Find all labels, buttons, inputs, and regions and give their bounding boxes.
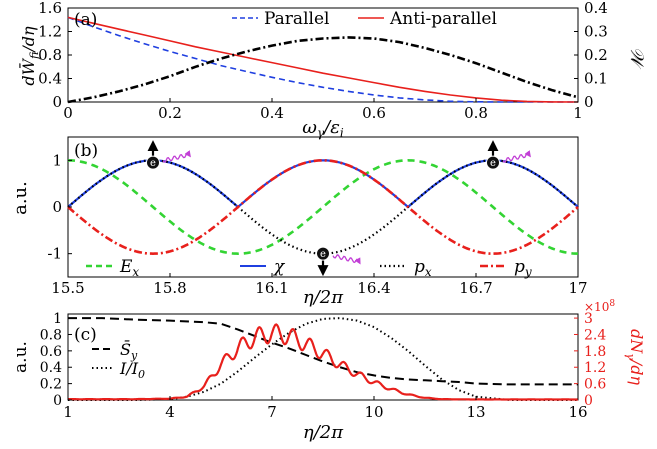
panel-b-series-0 xyxy=(67,158,579,256)
panel-c-ytick-right-label: 1.8 xyxy=(584,344,606,360)
panel-c-ytick-left-label: 1 xyxy=(53,311,62,327)
panel-a-xtick-label: 0 xyxy=(63,104,73,122)
electron-0: e xyxy=(146,140,191,170)
panel-c-ytick-right-label: 0 xyxy=(584,393,593,409)
panel-c-series-1 xyxy=(68,317,578,401)
panel-b: 15.5 15.8 16.1 16.4 16.7 17-101 eee (b) a.u. … xyxy=(10,136,588,308)
electron-icon xyxy=(146,155,160,170)
panel-a-ticks: 0 0.2 0.4 0.6 0.8 100.40.81.21.600.10.20.30.4 xyxy=(38,0,608,122)
panel-a-label: (a) xyxy=(74,10,97,30)
panel-a-xtick-label: 0.8 xyxy=(464,104,488,122)
panel-b-xtick-label: 16.4 xyxy=(357,279,390,297)
panel-c-ytick-right-label: 2.4 xyxy=(584,327,606,343)
panel-c-xtick-label: 13 xyxy=(466,403,485,421)
legend-parallel-label: Parallel xyxy=(264,9,329,29)
panel-a-ylabel-left: dW̄fi/dη xyxy=(17,26,41,86)
panel-b-series-2 xyxy=(67,159,579,255)
panel-a-ytick-right-label: 0.4 xyxy=(584,0,608,17)
panel-a-xtick-label: 0.2 xyxy=(158,104,182,122)
panel-a-legend: Parallel Anti-parallel xyxy=(232,9,497,29)
legend-py-label: py xyxy=(514,257,532,279)
panel-b-ytick-label: -1 xyxy=(47,245,62,263)
panel-b-xtick-label: 15.5 xyxy=(51,279,84,297)
legend-intensity-label: I/I0 xyxy=(119,359,145,381)
panel-c-ylabel-left: a.u. xyxy=(11,341,31,373)
panel-a-series xyxy=(67,16,579,104)
panel-b-ticks: 15.5 15.8 16.1 16.4 16.7 17 -1 0 1 xyxy=(47,151,587,297)
panel-c-label: (c) xyxy=(74,325,97,345)
panel-b-ylabel: a.u. xyxy=(10,181,31,215)
panel-b-label: (b) xyxy=(74,141,98,161)
panel-c-xtick-label: 4 xyxy=(165,403,175,421)
electron-icon xyxy=(316,246,330,261)
panel-a-series-0 xyxy=(67,16,578,103)
panel-c-xtick-label: 1 xyxy=(63,403,73,421)
panel-a-ylabel-right: 𝒲 xyxy=(626,47,647,70)
photon-emission-icon xyxy=(332,254,361,265)
panel-a-xtick-label: 1 xyxy=(573,104,583,122)
panel-c-multiplier: ×108 xyxy=(584,299,615,314)
panel-b-xtick-label: 16.1 xyxy=(255,279,288,297)
legend-px-label: px xyxy=(414,257,432,279)
panel-a-series-1 xyxy=(67,16,579,103)
panel-a: 0 0.2 0.4 0.6 0.8 100.40.81.21.600.10.20.30.4… xyxy=(17,0,647,140)
panel-a-ytick-left-label: 0.4 xyxy=(38,70,62,88)
panel-c-ytick-left-label: 0.2 xyxy=(40,377,62,393)
panel-a-ytick-left-label: 1.6 xyxy=(38,0,62,17)
panel-b-ytick-label: 0 xyxy=(52,198,62,216)
panel-b-legend: Ex χ px py xyxy=(86,257,532,279)
panel-a-ytick-right-label: 0.2 xyxy=(584,46,608,64)
panel-b-xlabel: η/2π xyxy=(303,287,344,308)
panel-c-xtick-label: 10 xyxy=(364,403,383,421)
panel-a-series-2 xyxy=(67,36,579,104)
panel-c-frame xyxy=(67,313,579,401)
photon-emission-icon xyxy=(502,150,531,163)
panel-b-xtick-label: 17 xyxy=(568,279,587,297)
panel-b-xtick-label: 16.7 xyxy=(459,279,492,297)
electron-label: e xyxy=(150,158,156,169)
panel-c-ytick-left-label: 0.4 xyxy=(40,360,62,376)
panel-c-ylabel-right: dNγ/dη xyxy=(624,329,646,385)
panel-a-ytick-right-label: 0.3 xyxy=(584,23,608,41)
legend-antiparallel-label: Anti-parallel xyxy=(389,9,497,29)
panel-a-xtick-label: 0.6 xyxy=(362,104,386,122)
panel-a-ytick-left-label: 0 xyxy=(52,93,62,111)
panel-c-ytick-left-label: 0.8 xyxy=(40,327,62,343)
panel-c-ytick-right-label: 3 xyxy=(584,311,593,327)
panel-c-xtick-label: 16 xyxy=(568,403,587,421)
panel-c-legend: S̄y I/I0 xyxy=(92,338,145,381)
panel-b-xtick-label: 15.8 xyxy=(153,279,186,297)
panel-c-xtick-label: 7 xyxy=(267,403,277,421)
panel-c-ytick-left-label: 0.6 xyxy=(40,344,62,360)
panel-c-ytick-right-label: 1.2 xyxy=(584,360,606,376)
legend-chi-label: χ xyxy=(273,257,286,277)
panel-b-series-3 xyxy=(67,158,579,256)
panel-b-series xyxy=(67,158,579,256)
electron-label: e xyxy=(490,158,496,169)
panel-a-ytick-right-label: 0.1 xyxy=(584,70,608,88)
legend-ex-label: Ex xyxy=(119,257,139,279)
panel-a-ytick-right-label: 0 xyxy=(584,93,594,111)
panel-c-ytick-right-label: 0.6 xyxy=(584,377,606,393)
electron-1: e xyxy=(316,246,361,277)
panel-b-electrons: e e e xyxy=(146,140,531,277)
photon-emission-icon xyxy=(162,150,191,163)
panel-a-ytick-left-label: 0.8 xyxy=(38,46,62,64)
panel-c-ytick-left-label: 0 xyxy=(53,393,62,409)
panel-b-ytick-label: 1 xyxy=(52,151,62,169)
panel-a-xtick-label: 0.4 xyxy=(260,104,284,122)
panel-c-series xyxy=(67,317,578,401)
panel-a-ytick-left-label: 1.2 xyxy=(38,23,62,41)
electron-label: e xyxy=(320,249,326,260)
electron-icon xyxy=(486,155,500,170)
panel-c-xlabel: η/2π xyxy=(303,422,344,443)
panel-a-xlabel: ωγ/εi xyxy=(302,117,344,140)
panel-c-series-2 xyxy=(67,323,578,401)
electron-2: e xyxy=(486,140,531,170)
panel-c-series-0 xyxy=(68,317,578,386)
